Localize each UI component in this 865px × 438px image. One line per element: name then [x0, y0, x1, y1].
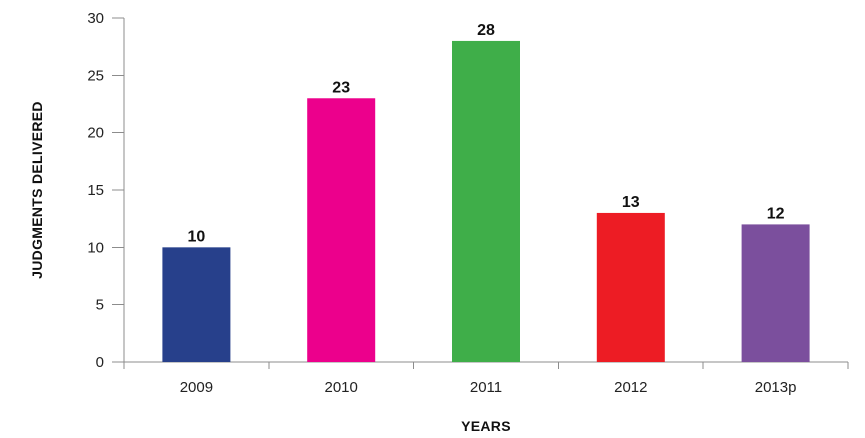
x-tick-label: 2011 — [470, 379, 502, 396]
y-tick-label: 5 — [96, 297, 104, 314]
x-axis: 2009 2010 2011 2012 2013p — [123, 361, 849, 396]
bar-2013p — [741, 224, 810, 362]
x-tick-label: 2009 — [180, 379, 213, 396]
bar-2010 — [307, 98, 376, 363]
y-tick-label: 15 — [87, 182, 104, 199]
data-label-2013p: 12 — [767, 205, 785, 222]
x-axis-title: YEARS — [461, 418, 511, 434]
data-label-2012: 13 — [622, 194, 640, 211]
bar-2009 — [162, 247, 231, 362]
data-labels: 10 23 28 13 12 — [188, 22, 785, 245]
data-label-2010: 23 — [332, 79, 350, 96]
bars — [162, 40, 810, 363]
data-label-2009: 10 — [188, 228, 206, 245]
x-tick-label: 2012 — [614, 379, 647, 396]
y-axis: 0 5 10 15 20 25 30 — [87, 10, 125, 371]
y-axis-title: JUDGMENTS DELIVERED — [29, 101, 45, 279]
x-tick-label: 2010 — [325, 379, 358, 396]
y-tick-label: 10 — [87, 239, 104, 256]
x-tick-label: 2013p — [755, 379, 797, 396]
bar-2011 — [452, 40, 520, 362]
y-tick-label: 0 — [96, 354, 104, 371]
data-label-2011: 28 — [477, 22, 495, 39]
bar-2012 — [596, 212, 665, 362]
y-tick-label: 25 — [87, 67, 104, 84]
y-tick-label: 20 — [87, 125, 104, 142]
y-tick-label: 30 — [87, 10, 104, 27]
